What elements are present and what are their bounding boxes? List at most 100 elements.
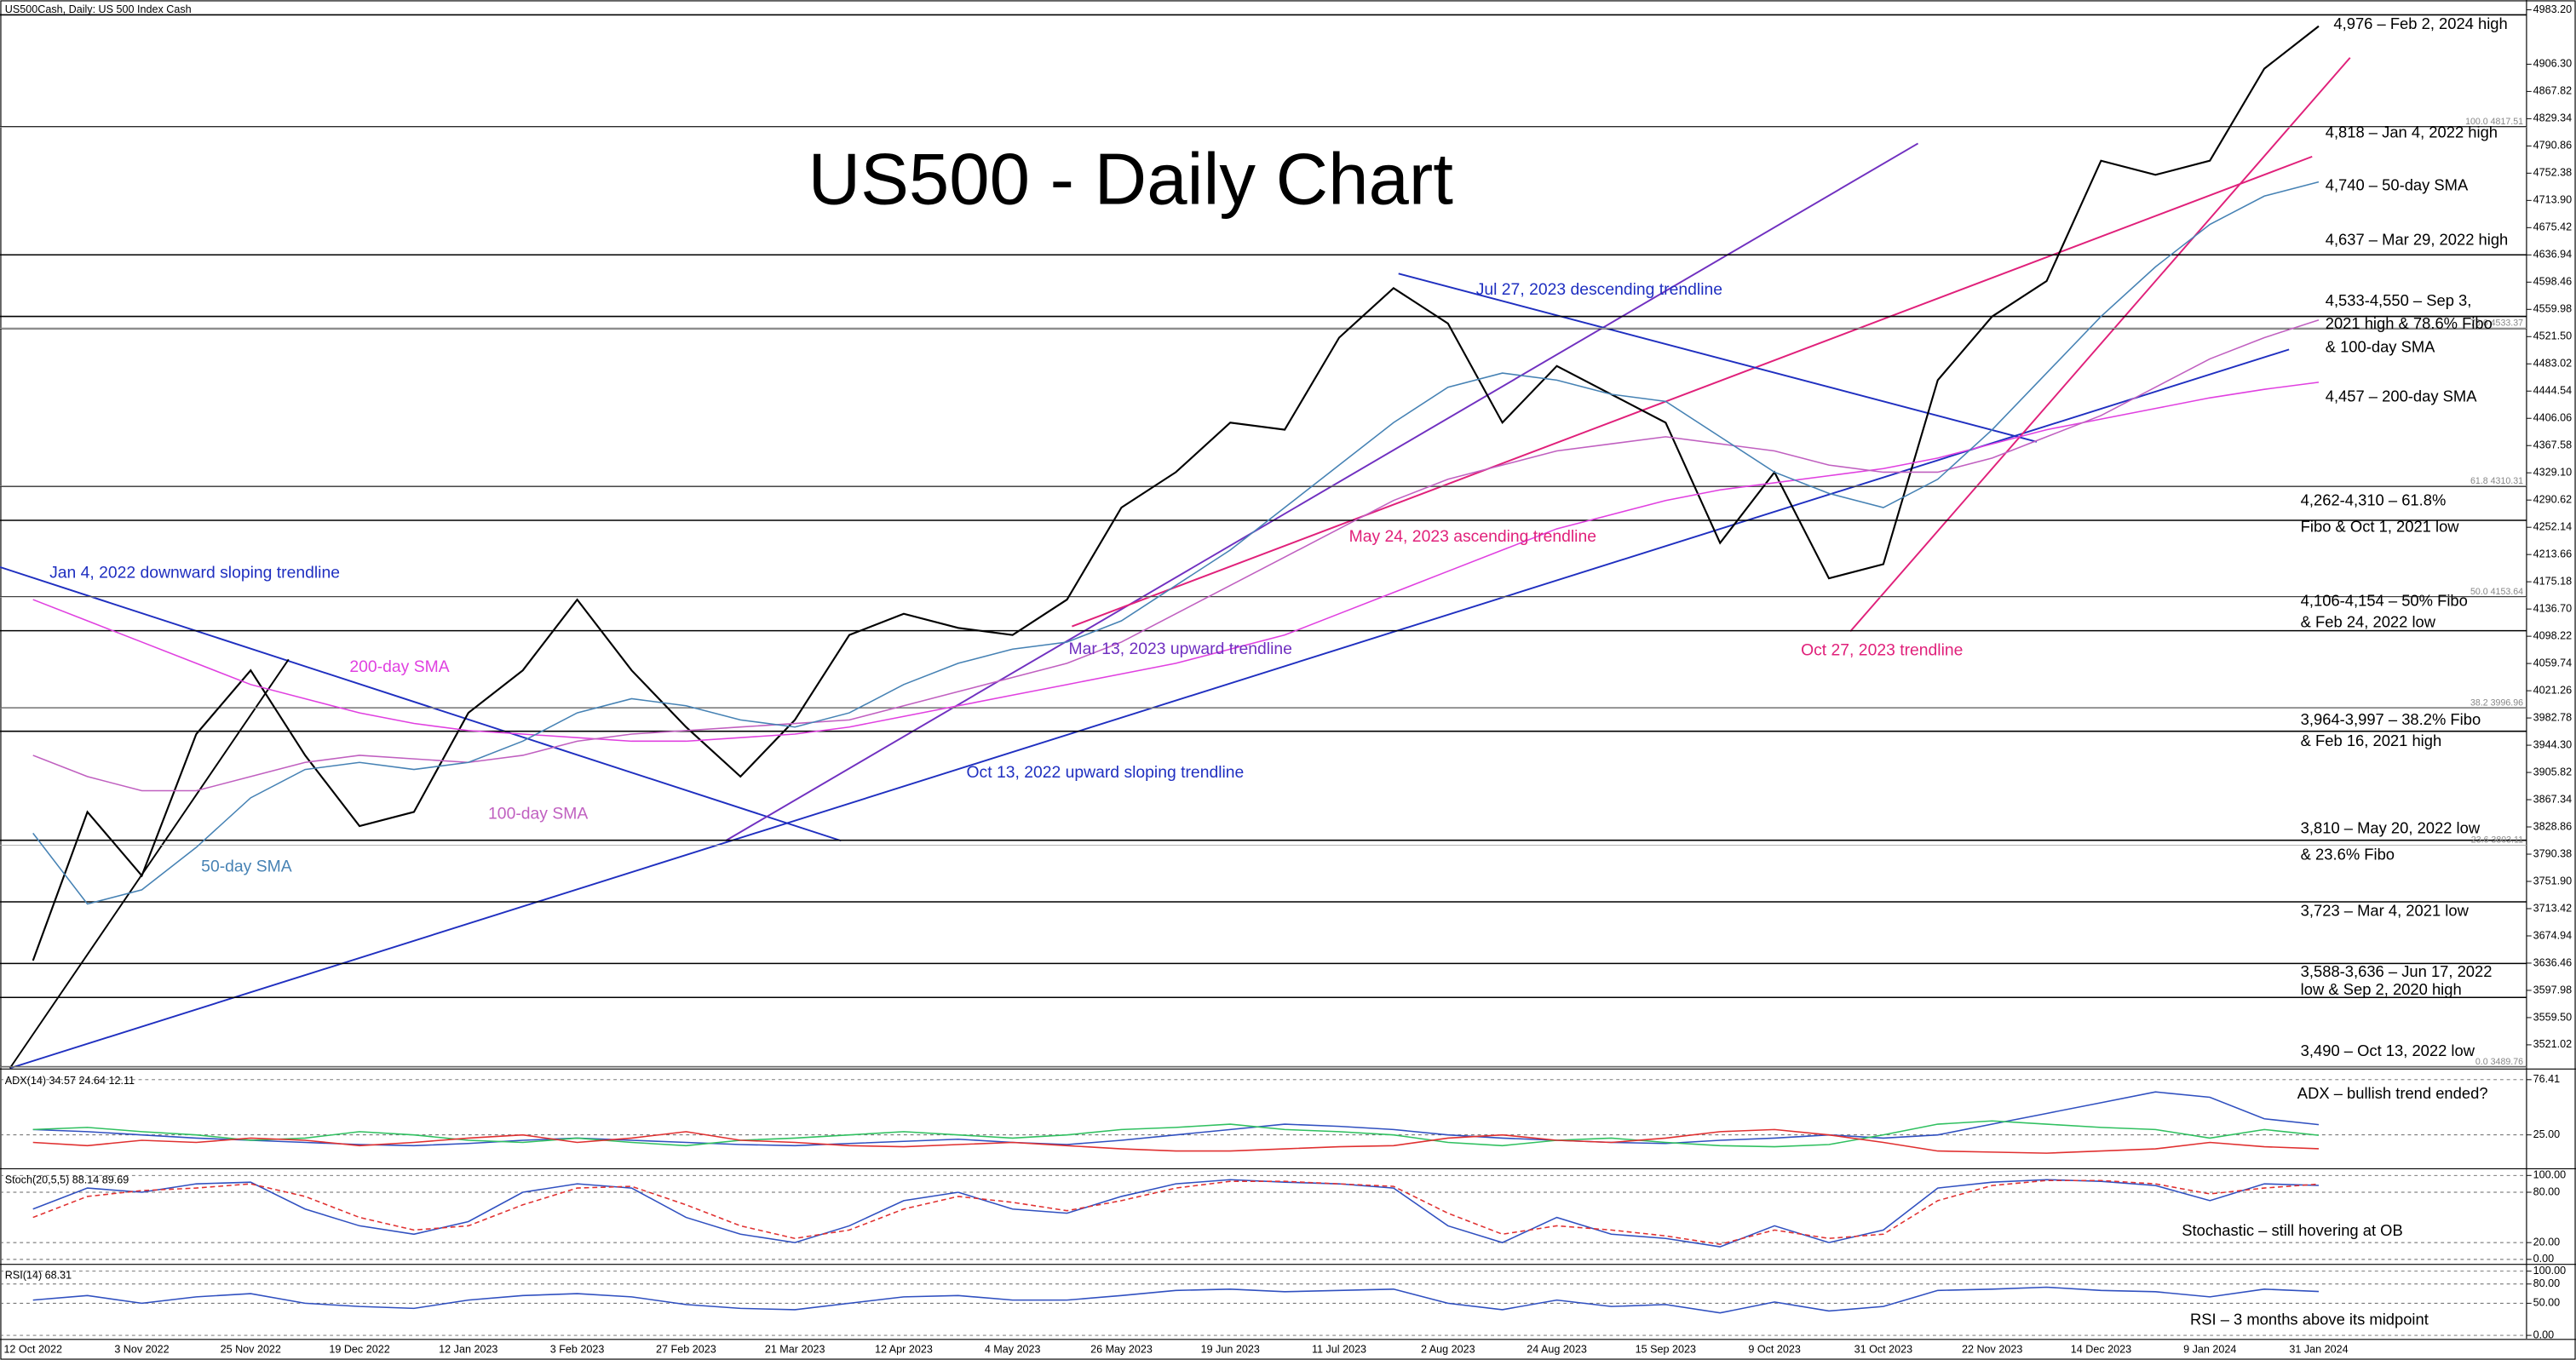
fibo-label: 38.2 3996.96	[2470, 697, 2523, 708]
x-tick-label: 11 Jul 2023	[1312, 1344, 1366, 1356]
x-tick-label: 19 Dec 2022	[329, 1344, 389, 1356]
annotation: 4,818 – Jan 4, 2022 high	[2326, 123, 2498, 141]
x-tick-label: 22 Nov 2023	[1962, 1344, 2022, 1356]
annotation: 4,533-4,550 – Sep 3,	[2326, 291, 2472, 309]
series-line	[32, 1128, 2320, 1154]
series-line	[32, 1179, 2320, 1248]
x-tick-label: 2 Aug 2023	[1421, 1344, 1475, 1356]
y-tick-label: 4136.70	[2533, 602, 2572, 614]
y-tick-label: 3521.02	[2533, 1038, 2572, 1050]
annotation: & Feb 16, 2021 high	[2301, 732, 2442, 749]
y-tick-label: 3790.38	[2533, 847, 2572, 859]
trendline	[9, 348, 2290, 1070]
series-line	[32, 1091, 2320, 1147]
annotation: Stochastic – still hovering at OB	[2182, 1221, 2402, 1239]
trendline	[1398, 273, 2038, 443]
fibo-label: 61.8 4310.31	[2470, 476, 2523, 486]
trendline-label: May 24, 2023 ascending trendline	[1349, 527, 1596, 546]
y-tick-label: 3559.50	[2533, 1011, 2572, 1023]
fibo-label: 78.6 4533.37	[2470, 318, 2523, 328]
annotation: 4,457 – 200-day SMA	[2326, 387, 2477, 405]
annotation: 4,106-4,154 – 50% Fibo	[2301, 591, 2468, 609]
x-tick-label: 4 May 2023	[985, 1344, 1041, 1356]
y-tick-label: 3828.86	[2533, 820, 2572, 832]
sma-label: 50-day SMA	[201, 857, 292, 875]
y-tick-label: 100.00	[2533, 1169, 2566, 1181]
trendlines	[0, 57, 2351, 1070]
trendline-label: Oct 13, 2022 upward sloping trendline	[966, 763, 1244, 782]
annotation: 4,740 – 50-day SMA	[2326, 176, 2469, 194]
x-tick-label: 9 Jan 2024	[2183, 1344, 2236, 1356]
x-tick-label: 12 Apr 2023	[875, 1344, 933, 1356]
series-line	[32, 1179, 2320, 1245]
y-tick-label: 4829.34	[2533, 112, 2572, 124]
y-tick-label: 4059.74	[2533, 657, 2572, 669]
panel-header: RSI(14) 68.31	[5, 1270, 72, 1282]
y-tick-label: 4483.02	[2533, 358, 2572, 370]
annotation: low & Sep 2, 2020 high	[2301, 980, 2462, 998]
y-tick-label: 4444.54	[2533, 385, 2572, 397]
x-tick-label: 25 Nov 2022	[221, 1344, 281, 1356]
annotation: & Feb 24, 2022 low	[2301, 613, 2436, 631]
annotation: 3,490 – Oct 13, 2022 low	[2301, 1042, 2475, 1059]
y-tick-label: 3944.30	[2533, 738, 2572, 750]
x-tick-label: 9 Oct 2023	[1748, 1344, 1801, 1356]
annotation: 4,262-4,310 – 61.8%	[2301, 491, 2447, 508]
y-tick-label: 4713.90	[2533, 194, 2572, 206]
panel-header: ADX(14) 34.57 24.64 12.11	[5, 1075, 135, 1087]
y-tick-label: 4098.22	[2533, 629, 2572, 641]
x-tick-label: 14 Dec 2023	[2071, 1344, 2131, 1356]
y-tick-label: 3636.46	[2533, 956, 2572, 968]
x-tick-label: 26 May 2023	[1090, 1344, 1153, 1356]
y-tick-label: 4752.38	[2533, 167, 2572, 179]
fibo-label: 23.6 3803.11	[2471, 835, 2523, 845]
series-line	[32, 25, 2320, 961]
y-tick-label: 3713.42	[2533, 902, 2572, 914]
y-tick-label: 3751.90	[2533, 875, 2572, 887]
x-tick-label: 12 Oct 2022	[3, 1344, 62, 1356]
sma-label: 200-day SMA	[349, 657, 449, 676]
panel-header: Stoch(20,5,5) 88.14 89.69	[5, 1174, 129, 1185]
y-tick-label: 4521.50	[2533, 330, 2572, 342]
x-tick-label: 12 Jan 2023	[439, 1344, 497, 1356]
annotation: 4,637 – Mar 29, 2022 high	[2326, 230, 2509, 248]
trendline	[0, 565, 842, 842]
x-tick-label: 15 Sep 2023	[1636, 1344, 1696, 1356]
y-tick-label: 4790.86	[2533, 140, 2572, 152]
y-tick-label: 3905.82	[2533, 766, 2572, 778]
y-tick-label: 4175.18	[2533, 575, 2572, 587]
x-tick-label: 24 Aug 2023	[1527, 1344, 1587, 1356]
trendline-label: Jul 27, 2023 descending trendline	[1476, 280, 1722, 299]
y-tick-label: 3982.78	[2533, 711, 2572, 723]
trendline-label: Oct 27, 2023 trendline	[1801, 641, 1963, 660]
y-tick-label: 4559.98	[2533, 303, 2572, 315]
annotation: 3,810 – May 20, 2022 low	[2301, 819, 2481, 837]
y-tick-label: 0.00	[2533, 1328, 2554, 1340]
fibo-label: 100.0 4817.51	[2465, 117, 2523, 127]
y-tick-label: 4675.42	[2533, 221, 2572, 233]
trendline	[725, 142, 1919, 842]
trendline	[1849, 57, 2351, 633]
y-tick-label: 50.00	[2533, 1297, 2560, 1309]
x-tick-label: 19 Jun 2023	[1201, 1344, 1260, 1356]
annotation: RSI – 3 months above its midpoint	[2190, 1310, 2429, 1328]
x-tick-label: 21 Mar 2023	[765, 1344, 825, 1356]
series-line	[32, 318, 2320, 792]
y-tick-label: 4367.58	[2533, 439, 2572, 451]
annotation: 2021 high & 78.6% Fibo	[2326, 314, 2493, 332]
y-tick-label: 4213.66	[2533, 548, 2572, 559]
y-tick-label: 4329.10	[2533, 467, 2572, 479]
series-line	[32, 382, 2320, 743]
trendline-label: Jan 4, 2022 downward sloping trendline	[49, 564, 340, 582]
y-tick-label: 4021.26	[2533, 684, 2572, 696]
y-tick-label: 4867.82	[2533, 85, 2572, 97]
y-tick-label: 3867.34	[2533, 793, 2572, 805]
trendline	[1072, 155, 2313, 628]
annotation: 3,723 – Mar 4, 2021 low	[2301, 901, 2470, 919]
series-line	[32, 1286, 2320, 1314]
panel-header: US500Cash, Daily: US 500 Index Cash	[5, 3, 192, 15]
y-tick-label: 25.00	[2533, 1128, 2560, 1140]
trendline-label: Mar 13, 2023 upward trendline	[1069, 640, 1292, 658]
series-line	[32, 181, 2320, 905]
